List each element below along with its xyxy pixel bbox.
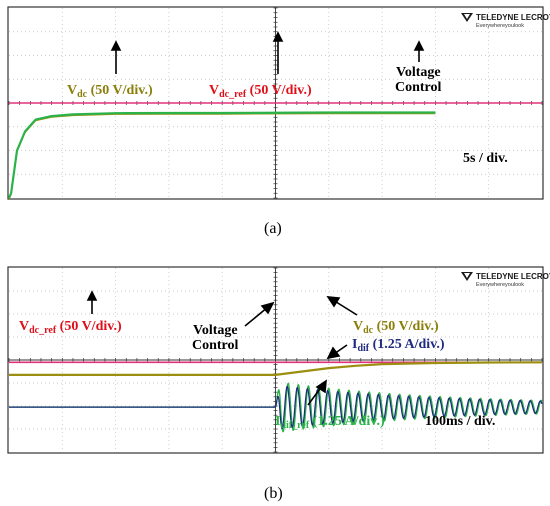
arrow-vdc-b-head (326, 296, 341, 308)
arrow-vdc-a-head (110, 40, 122, 51)
label-vdc-b: Vdc (50 V/div.) (353, 319, 439, 336)
teledyne-logo-icon-inner (464, 14, 470, 19)
arrow-voltage-control-b (244, 306, 269, 327)
trace-vdc (9, 361, 543, 376)
time-scale-b: 100ms / div. (425, 414, 495, 429)
label-voltage-control-a: Voltage Control (395, 65, 442, 95)
label-vdcref-a: Vdc_ref (50 V/div.) (209, 83, 312, 100)
panel-a: TELEDYNE LECROY Everywhereyoulook Vdc (5… (7, 6, 550, 200)
annotation-arrows-a (110, 31, 425, 74)
brand-tagline: Everywhereyoulook (476, 23, 524, 29)
caption-b: (b) (264, 485, 283, 502)
teledyne-logo-icon-inner (464, 273, 470, 278)
caption-a: (a) (264, 220, 282, 237)
arrow-idif-b-head (326, 346, 341, 360)
brand-name: TELEDYNE LECROY (476, 272, 550, 281)
annotation-arrows-b (86, 290, 358, 406)
teledyne-logo-a: TELEDYNE LECROY Everywhereyoulook (461, 13, 550, 29)
label-voltage-control-b: Voltage Control (192, 323, 239, 353)
panel-b: TELEDYNE LECROY Everywhereyoulook Vdc_re… (7, 266, 550, 454)
label-vdcref-b: Vdc_ref (50 V/div.) (19, 319, 122, 336)
teledyne-logo-b: TELEDYNE LECROY Everywhereyoulook (461, 272, 550, 288)
arrow-voltage-control-a-head (413, 40, 425, 51)
arrow-voltage-control-b-head (260, 301, 275, 315)
panel-b-grid (8, 267, 543, 453)
label-vdc-a: Vdc (50 V/div.) (67, 83, 153, 100)
trace-vdc (7, 111, 436, 199)
trace-idif (9, 385, 543, 429)
brand-name: TELEDYNE LECROY (476, 13, 550, 22)
arrow-vdcref-b-head (86, 290, 98, 301)
brand-tagline: Everywhereyoulook (476, 282, 524, 288)
label-idif-b: Idif (1.25 A/div.) (352, 337, 445, 354)
time-scale-a: 5s / div. (463, 151, 508, 166)
panel-a-traces (7, 102, 542, 200)
arrow-idifref-b-head (315, 379, 327, 394)
label-idifref-b: Idif_ref (1.25 A/div.) (275, 414, 385, 431)
arrow-vdcref-a-head (272, 31, 284, 42)
